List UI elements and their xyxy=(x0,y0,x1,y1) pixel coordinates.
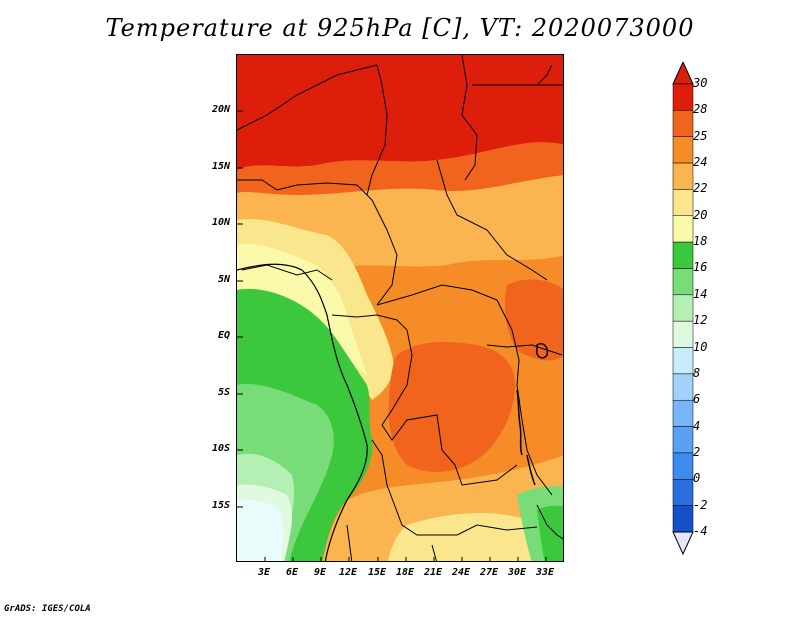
colorbar-segment xyxy=(672,320,694,348)
country-borders xyxy=(237,55,563,561)
lon-label-6E: 6E xyxy=(285,567,299,578)
colorbar-tick-label: 0 xyxy=(693,471,701,486)
lat-label-5S: 5S xyxy=(217,387,230,398)
colorbar-above-triangle xyxy=(672,62,694,85)
border-line xyxy=(371,439,457,536)
temperature-map xyxy=(237,55,563,561)
colorbar-segment xyxy=(672,110,694,137)
colorbar-segment xyxy=(672,426,694,454)
border-line xyxy=(346,524,353,561)
border-line xyxy=(366,64,388,196)
border-line xyxy=(536,64,553,86)
colorbar-below-triangle xyxy=(672,531,694,556)
colorbar xyxy=(672,62,694,556)
lake-victoria xyxy=(535,343,549,359)
colorbar-tick-label: 18 xyxy=(693,234,708,249)
lat-label-15S: 15S xyxy=(211,500,230,511)
colorbar-segment xyxy=(672,479,694,506)
lat-label-5N: 5N xyxy=(217,274,230,285)
field-east-deepgreen xyxy=(537,505,563,561)
lon-label-9E: 9E xyxy=(313,567,327,578)
map-panel xyxy=(236,54,564,562)
lon-label-27E: 27E xyxy=(479,567,499,578)
lon-label-3E: 3E xyxy=(257,567,271,578)
colorbar-segment xyxy=(672,294,694,322)
border-line xyxy=(431,544,437,561)
lon-label-24E: 24E xyxy=(451,567,471,578)
colorbar-segment xyxy=(672,268,694,296)
colorbar-tick-label: 24 xyxy=(693,155,708,170)
colorbar-segment xyxy=(672,136,694,164)
border-line xyxy=(237,64,378,131)
colorbar-tick-label: -2 xyxy=(693,497,708,512)
field-hot-central xyxy=(388,342,516,472)
lat-label-20N: 20N xyxy=(211,104,230,115)
border-line xyxy=(456,524,538,536)
colorbar-tick-label: 22 xyxy=(693,181,708,196)
border-line xyxy=(381,414,456,466)
lon-label-18E: 18E xyxy=(395,567,415,578)
colorbar-tick-label: 10 xyxy=(693,339,708,354)
border-line xyxy=(331,314,408,331)
border-line xyxy=(376,284,498,306)
colorbar-segment xyxy=(672,452,694,480)
colorbar-tick-label: 28 xyxy=(693,102,708,117)
colorbar-tick-label: 20 xyxy=(693,207,708,222)
lat-label-10S: 10S xyxy=(211,443,230,454)
chart-title: Temperature at 925hPa [C], VT: 202007300… xyxy=(105,14,695,42)
field-equatorial-light xyxy=(237,244,367,375)
lon-label-12E: 12E xyxy=(338,567,358,578)
colorbar-tick-label: -4 xyxy=(693,524,708,538)
colorbar-tick-label: 6 xyxy=(693,392,701,407)
axis-ticks xyxy=(237,110,547,561)
colorbar-segment xyxy=(672,162,694,190)
border-line xyxy=(536,504,563,540)
colorbar-tick-label: 25 xyxy=(693,128,708,143)
colorbar-tick-label: 16 xyxy=(693,260,708,275)
lon-label-30E: 30E xyxy=(507,567,527,578)
border-line xyxy=(381,329,413,426)
field-warm-north xyxy=(237,142,563,195)
lake-malawi xyxy=(526,454,536,486)
colorbar-tick-label: 30 xyxy=(693,76,708,90)
border-line xyxy=(486,344,563,356)
lon-label-15E: 15E xyxy=(367,567,387,578)
colorbar-segment xyxy=(672,399,694,427)
lat-label-EQ: EQ xyxy=(217,330,230,341)
colorbar-segment xyxy=(672,505,694,533)
colorbar-segment xyxy=(672,241,694,269)
colorbar-segment xyxy=(672,215,694,243)
credit-text: GrADS: IGES/COLA xyxy=(4,604,91,614)
border-line xyxy=(241,264,333,281)
colorbar-segment xyxy=(672,189,694,217)
colorbar-tick-label: 14 xyxy=(693,286,708,301)
colorbar-segment xyxy=(672,83,694,111)
border-line xyxy=(521,419,553,496)
border-line xyxy=(436,159,548,281)
colorbar-segment xyxy=(672,373,694,401)
lon-label-21E: 21E xyxy=(423,567,443,578)
border-line xyxy=(454,464,518,486)
border-line xyxy=(237,179,373,201)
colorbar-tick-label: 8 xyxy=(693,365,701,380)
field-south-pale xyxy=(387,513,563,561)
lake-tanganyika xyxy=(516,389,523,456)
coastline xyxy=(237,263,368,561)
border-line xyxy=(496,299,523,421)
colorbar-tick-label: 12 xyxy=(693,313,708,328)
border-line xyxy=(371,199,398,306)
border-line xyxy=(461,55,478,181)
lat-label-10N: 10N xyxy=(211,217,230,228)
lat-label-15N: 15N xyxy=(211,161,230,172)
field-ocean-cyan xyxy=(237,499,284,561)
field-east-warm xyxy=(505,279,563,361)
lon-label-33E: 33E xyxy=(535,567,555,578)
colorbar-tick-label: 4 xyxy=(693,418,701,433)
colorbar-tick-label: 2 xyxy=(693,444,701,459)
colorbar-segment xyxy=(672,347,694,375)
